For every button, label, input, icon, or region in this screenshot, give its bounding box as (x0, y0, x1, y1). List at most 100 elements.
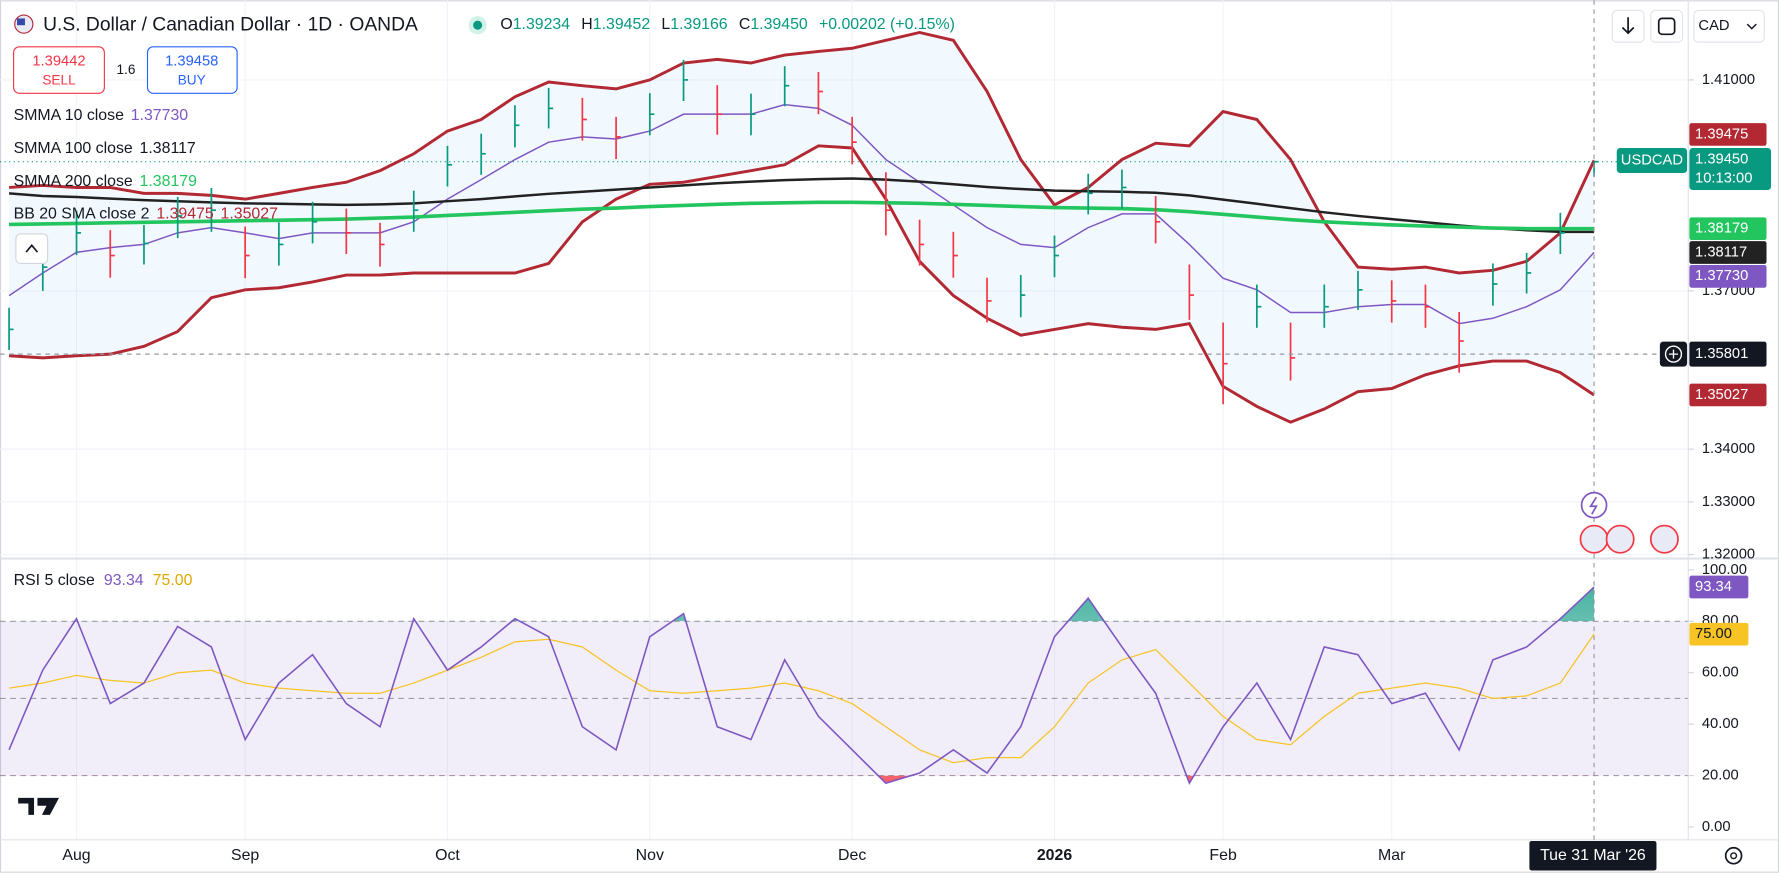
countdown: 10:13:00 (1695, 171, 1752, 187)
legend-entry: SMMA 100 close 1.38117 (14, 140, 196, 157)
y-tick-label: 1.41000 (1702, 72, 1755, 88)
crosshair-date-tag (1529, 840, 1657, 871)
price-tag-label: 1.35027 (1695, 387, 1748, 403)
legend-value: 1.37730 (131, 107, 189, 124)
rsi-legend: RSI 5 close 93.34 75.00 (14, 572, 193, 589)
legend-name: RSI 5 close (14, 572, 95, 589)
ohlc-value: 1.39452 (593, 16, 651, 33)
event-icon (1589, 496, 1598, 515)
sell-button[interactable]: 1.39442 SELL (13, 46, 105, 94)
x-tick-label: Dec (838, 847, 866, 864)
price-tag-label: 1.39475 (1695, 126, 1748, 142)
bb-lower (8, 144, 1595, 424)
x-tick-label: Sep (231, 847, 259, 864)
symbol-label: USDCAD (1621, 152, 1683, 168)
flag-canton (17, 18, 25, 26)
ohlc-key: O (500, 16, 512, 33)
x-tick-label: Aug (62, 847, 90, 864)
y-tick-label: 0.00 (1702, 819, 1731, 835)
flag-event[interactable] (1649, 524, 1679, 554)
price-tag (1689, 383, 1767, 407)
symbol-tag (1616, 148, 1688, 174)
x-tick-label: Oct (435, 847, 460, 864)
buy-price[interactable]: 1.39458 (165, 53, 218, 69)
price-tag-label: 1.37730 (1695, 268, 1748, 284)
legend-entry: SMMA 200 close 1.38179 (14, 173, 197, 190)
band-fill (9, 32, 1595, 423)
legend-entry: BB 20 SMA close 2 1.39475 1.35027 (14, 206, 278, 223)
legend-name: SMMA 100 close (14, 140, 133, 157)
legend-value: 75.00 (153, 572, 193, 589)
collapse-icon (25, 243, 39, 253)
ohlc-value: 1.39234 (513, 16, 571, 33)
legend-value: 1.39475 (156, 206, 214, 223)
flag-event[interactable] (1605, 524, 1635, 554)
crosshair-price-tag (1689, 341, 1767, 367)
event-marker[interactable] (1580, 491, 1608, 519)
ohlc-key: L (661, 16, 670, 33)
legend-name: SMMA 10 close (14, 107, 124, 124)
smma-line (8, 177, 1595, 234)
smma-line (8, 103, 1595, 325)
currency-button[interactable] (1693, 9, 1765, 43)
price-tag (1689, 217, 1767, 241)
legend-value: 1.35027 (221, 206, 279, 223)
sell-price[interactable]: 1.39442 (32, 53, 85, 69)
collapse-legend[interactable] (15, 233, 49, 265)
y-tick-label: 1.34000 (1702, 441, 1755, 457)
download-icon (1621, 17, 1635, 35)
buy-label[interactable]: BUY (178, 72, 206, 87)
y-tick-label: 1.33000 (1702, 494, 1755, 510)
y-tick-label: 60.00 (1702, 665, 1739, 681)
legend-entry: SMMA 10 close 1.37730 (14, 107, 189, 124)
price-tag-label: 1.38179 (1695, 221, 1748, 237)
last-price-label: 1.39450 (1695, 151, 1748, 167)
rsi-tag (1689, 622, 1749, 646)
ohlc-key: C (739, 16, 750, 33)
symbol-title: U.S. Dollar / Canadian Dollar · 1D · OAN… (43, 14, 418, 35)
x-tick-label: Nov (636, 847, 664, 864)
price-tag (1689, 241, 1767, 264)
legend-name: BB 20 SMA close 2 (14, 206, 150, 223)
header: U.S. Dollar / Canadian Dollar · 1D · OAN… (14, 14, 955, 35)
ohlc-value: 1.39450 (750, 16, 808, 33)
y-tick-label: 40.00 (1702, 716, 1739, 732)
crosshair-date: Tue 31 Mar '26 (1540, 847, 1646, 864)
buy-box[interactable] (146, 46, 238, 94)
x-tick-label: Mar (1378, 847, 1406, 864)
price-tag (1689, 265, 1767, 288)
y-tick-label: 20.00 (1702, 767, 1739, 783)
reset-button[interactable] (1650, 9, 1684, 43)
crosshair-plus (1664, 345, 1683, 363)
settings-icon[interactable] (1724, 846, 1743, 865)
price-tag (1689, 123, 1767, 146)
flag-event[interactable] (1579, 524, 1609, 554)
price-tag-label: 1.38117 (1695, 244, 1747, 260)
change: +0.00202 (+0.15%) (819, 16, 955, 33)
rsi-tag-label: 93.34 (1695, 579, 1732, 595)
rsi-tag (1689, 575, 1749, 599)
legend-value: 93.34 (104, 572, 144, 589)
sell-box[interactable] (13, 46, 105, 94)
rsi-tag-label: 75.00 (1695, 626, 1732, 642)
legend-value: 1.38179 (140, 173, 198, 190)
legend-value: 1.38117 (140, 140, 196, 157)
smma-line (9, 200, 1595, 231)
ohlc-key: H (581, 16, 592, 33)
rsi-line (8, 586, 1595, 786)
y-tick-label: 1.32000 (1702, 547, 1755, 563)
currency[interactable]: CAD (1698, 18, 1729, 34)
x-tick-label: 2026 (1037, 847, 1072, 864)
settings-icon-hub (1730, 852, 1738, 860)
currency-caret (1746, 23, 1757, 30)
reset-icon (1657, 17, 1676, 36)
crosshair-plus-sign (1668, 349, 1679, 359)
y-tick-label: 100.00 (1702, 562, 1747, 578)
last-price-tag (1689, 148, 1772, 191)
bb-upper (8, 30, 1596, 275)
buy-button[interactable]: 1.39458 BUY (146, 46, 238, 94)
sell-label[interactable]: SELL (42, 72, 76, 87)
legend-name: SMMA 200 close (14, 173, 133, 190)
